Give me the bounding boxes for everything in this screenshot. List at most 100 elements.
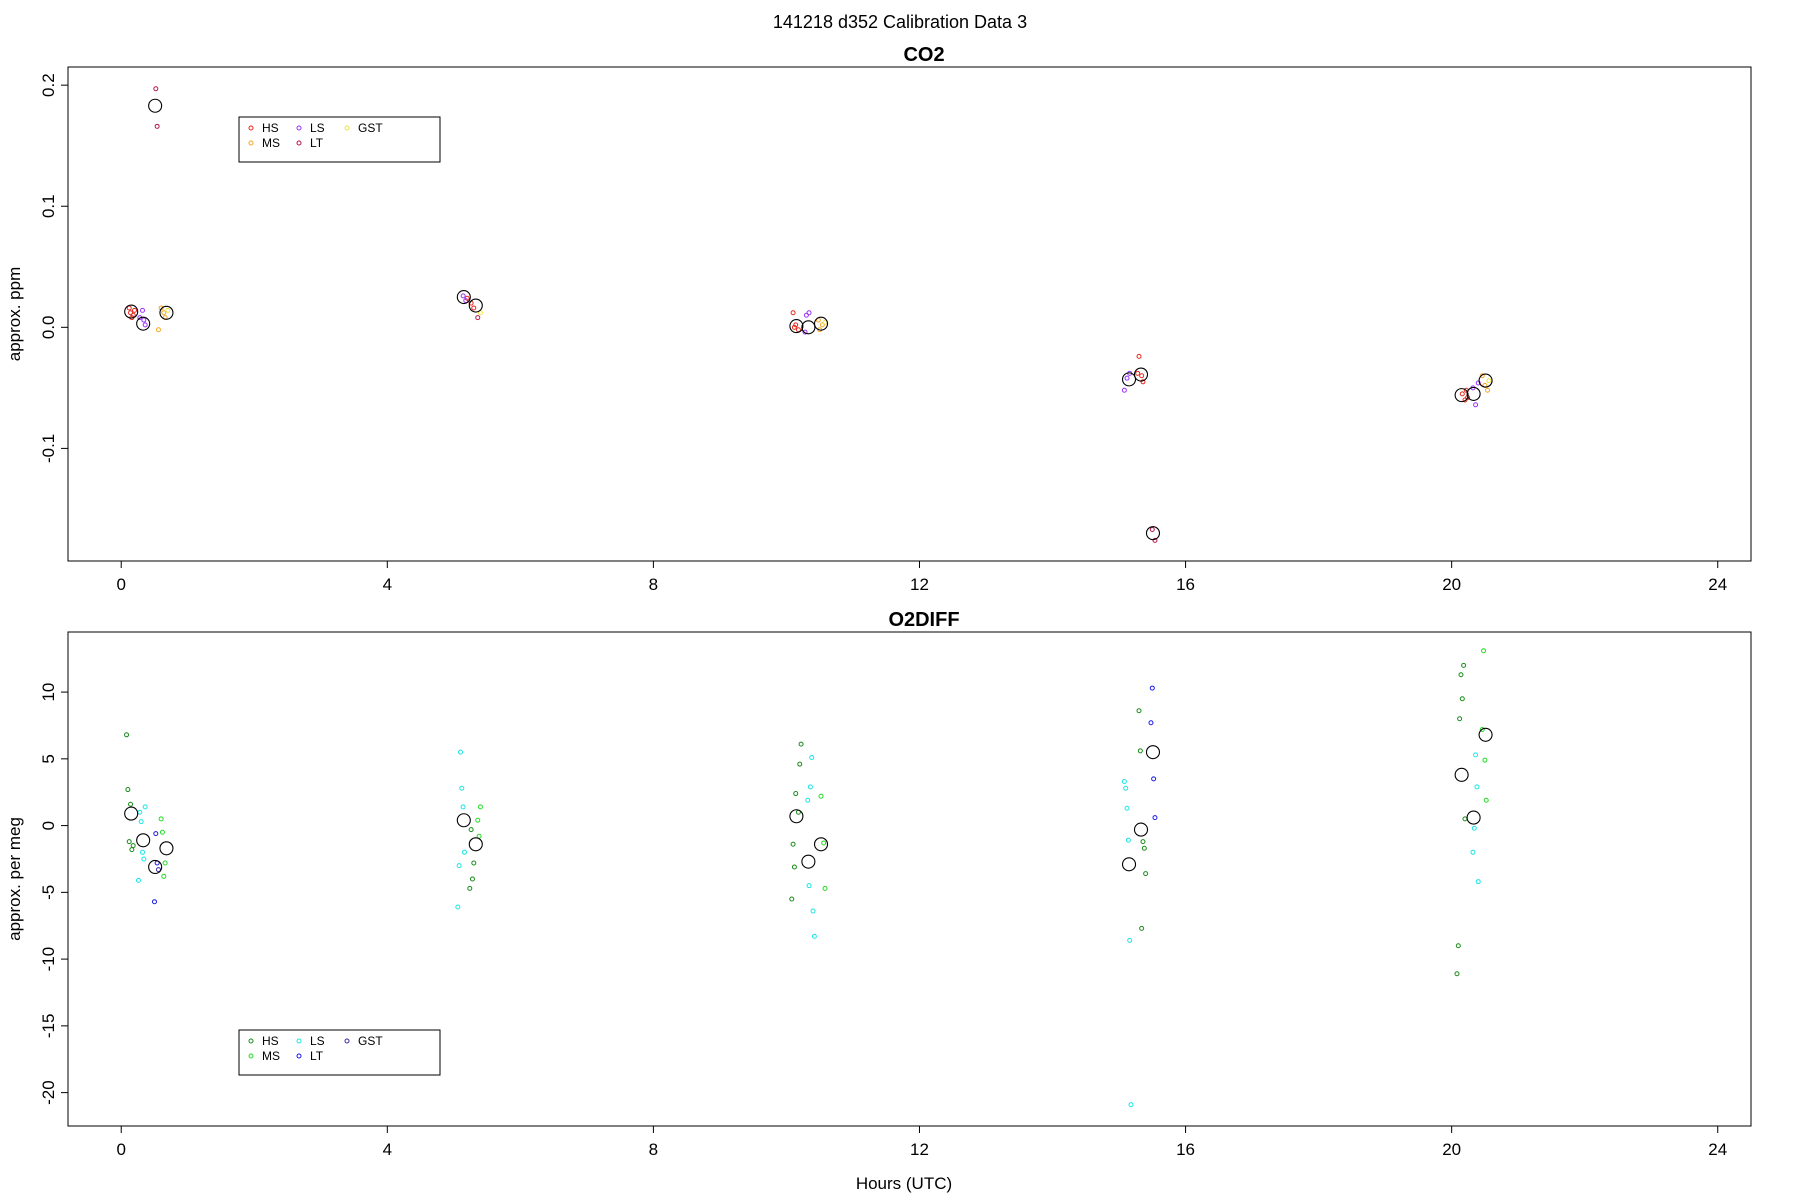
co2-legend-label: LT	[310, 136, 324, 150]
o2diff-x-tick-label: 8	[649, 1140, 658, 1159]
o2diff-point-hs	[791, 864, 797, 870]
co2-x-axis: 0 4 8 12 16 20 24	[116, 561, 1727, 594]
o2diff-point-lt	[153, 831, 159, 837]
co2-mean-point	[468, 298, 483, 313]
co2-point-ls	[460, 293, 466, 299]
x-axis-label: Hours (UTC)	[856, 1174, 952, 1193]
co2-point-ms	[161, 310, 167, 316]
o2diff-mean-point	[801, 854, 816, 869]
o2diff-point-hs	[790, 841, 796, 847]
co2-mean-point	[148, 98, 163, 113]
co2-legend-marker	[296, 140, 302, 146]
co2-mean-point	[1133, 367, 1149, 382]
o2diff-point-hs	[129, 847, 135, 853]
o2diff-point-ls	[809, 755, 815, 761]
co2-point-ms	[1485, 387, 1491, 393]
o2diff-point-ls	[1123, 785, 1129, 791]
o2diff-point-hs	[1457, 716, 1463, 722]
o2diff-point-hs	[1140, 839, 1146, 845]
o2diff-legend-label: MS	[262, 1049, 280, 1063]
o2diff-y-axis-label: approx. per meg	[5, 817, 24, 941]
o2diff-legend-box	[238, 1029, 441, 1076]
co2-x-tick-label: 20	[1442, 575, 1461, 594]
o2diff-point-ls	[136, 877, 142, 883]
o2diff-point-ls	[141, 856, 147, 862]
co2-point-hs	[1459, 391, 1465, 397]
co2-point-hs	[471, 305, 477, 311]
o2diff-point-hs	[124, 732, 130, 738]
o2diff-point-hs	[1141, 845, 1147, 851]
o2diff-mean-point	[136, 833, 151, 848]
co2-mean-point	[1466, 386, 1481, 401]
o2diff-point-ls	[807, 784, 813, 790]
o2diff-point-hs	[1459, 696, 1465, 702]
o2diff-mean-point	[789, 809, 804, 824]
o2diff-y-tick-label: 0	[39, 821, 58, 830]
co2-legend-marker	[248, 140, 254, 146]
co2-point-ls	[1473, 402, 1479, 408]
o2diff-point-ms	[1482, 757, 1488, 763]
o2diff-legend-label: HS	[262, 1034, 279, 1048]
o2diff-y-tick-label: 10	[39, 683, 58, 702]
co2-points	[124, 86, 1493, 543]
co2-point-hs	[1462, 397, 1468, 403]
o2diff-point-hs	[789, 896, 795, 902]
o2diff-panel-title: O2DIFF	[888, 609, 959, 631]
o2diff-point-ls	[1475, 879, 1481, 885]
co2-legend-marker	[344, 125, 350, 131]
o2diff-point-ms	[159, 829, 165, 835]
co2-mean-point	[801, 320, 816, 335]
o2diff-legend-marker	[344, 1038, 350, 1044]
co2-point-hs	[132, 307, 138, 313]
o2diff-x-tick-label: 12	[910, 1140, 929, 1159]
o2diff-point-lt	[1151, 776, 1157, 782]
co2-point-ls	[802, 329, 808, 335]
o2diff-mean-point	[1454, 767, 1469, 782]
o2diff-point-hs	[1143, 871, 1149, 877]
o2diff-x-tick-label: 0	[116, 1140, 125, 1159]
co2-point-lt	[154, 123, 160, 129]
o2diff-point-ls	[138, 819, 144, 825]
o2diff-point-ms	[161, 873, 167, 879]
o2diff-legend-label: LT	[310, 1049, 324, 1063]
co2-panel: CO2 approx. ppm 0 4 8 12 16 20 24 -0.1 0.0 0.1 0.…	[5, 44, 1752, 594]
o2diff-x-tick-label: 24	[1708, 1140, 1727, 1159]
co2-point-hs	[128, 310, 134, 316]
o2diff-point-hs	[471, 860, 477, 866]
o2diff-point-ms	[1483, 797, 1489, 803]
co2-mean-point	[1478, 373, 1493, 388]
o2diff-point-lt	[1148, 720, 1154, 726]
co2-x-tick-label: 24	[1708, 575, 1727, 594]
o2diff-point-ms	[818, 793, 824, 799]
co2-x-tick-label: 16	[1176, 575, 1195, 594]
o2diff-point-ms	[821, 840, 827, 846]
o2diff-mean-point	[1145, 745, 1161, 760]
o2diff-point-ls	[461, 849, 467, 855]
co2-point-lt	[153, 86, 159, 92]
o2diff-point-ls	[1124, 805, 1130, 811]
o2diff-point-ms	[162, 860, 168, 866]
o2diff-mean-point	[468, 837, 483, 852]
o2diff-point-hs	[1139, 925, 1145, 931]
o2diff-point-ls	[457, 749, 463, 755]
o2diff-x-axis: 0 4 8 12 16 20 24	[116, 1126, 1727, 1159]
o2diff-point-lt	[1149, 685, 1155, 691]
o2diff-point-ls	[1121, 779, 1127, 785]
o2diff-legend-marker	[248, 1053, 254, 1059]
o2diff-point-hs	[467, 885, 473, 891]
co2-point-gst	[165, 307, 171, 313]
o2diff-point-ls	[1125, 837, 1131, 843]
o2diff-point-hs	[468, 827, 474, 833]
o2diff-point-hs	[125, 787, 131, 793]
o2diff-point-hs	[1458, 672, 1464, 678]
co2-point-ms	[819, 322, 825, 328]
o2diff-y-tick-label: -20	[39, 1080, 58, 1105]
o2diff-mean-point	[159, 841, 174, 856]
o2diff-y-axis: -20 -15 -10 -5 0 5 10	[39, 683, 68, 1105]
o2diff-point-hs	[126, 839, 132, 845]
o2diff-point-hs	[793, 791, 799, 797]
o2diff-point-ls	[456, 863, 462, 869]
o2diff-point-lt	[1152, 815, 1158, 821]
o2diff-y-tick-label: -10	[39, 947, 58, 972]
